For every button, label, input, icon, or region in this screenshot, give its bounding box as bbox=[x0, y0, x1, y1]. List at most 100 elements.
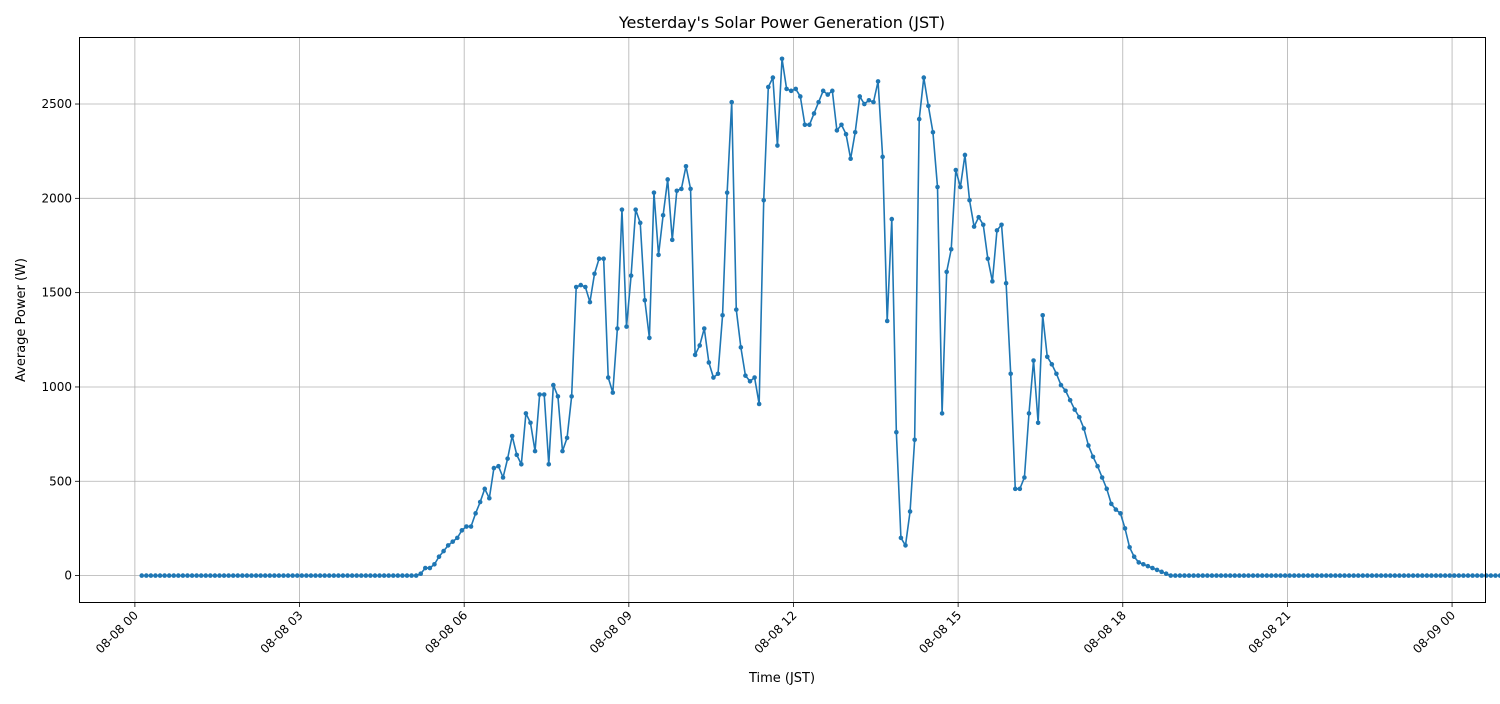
x-tick-label: 08-08 09 bbox=[587, 608, 635, 656]
data-point bbox=[665, 177, 670, 182]
data-point bbox=[395, 573, 401, 578]
data-point bbox=[198, 573, 204, 578]
data-point bbox=[1406, 573, 1411, 578]
data-point bbox=[807, 122, 812, 128]
data-point bbox=[1173, 573, 1178, 578]
data-point bbox=[912, 437, 917, 443]
data-point bbox=[830, 88, 835, 94]
data-point bbox=[743, 373, 748, 378]
data-point bbox=[935, 184, 940, 190]
data-point bbox=[153, 573, 158, 578]
data-point bbox=[290, 573, 295, 578]
data-point bbox=[692, 352, 698, 358]
data-point bbox=[1195, 573, 1201, 578]
data-point bbox=[1319, 573, 1324, 578]
data-point bbox=[656, 252, 661, 258]
data-point bbox=[1150, 565, 1155, 571]
data-point bbox=[519, 462, 524, 467]
data-point bbox=[944, 269, 949, 275]
data-point bbox=[450, 539, 456, 544]
data-point bbox=[1333, 573, 1338, 578]
data-point bbox=[189, 573, 195, 578]
data-point bbox=[592, 271, 597, 277]
data-point bbox=[221, 573, 227, 578]
data-point bbox=[235, 573, 241, 578]
data-point bbox=[1374, 573, 1379, 578]
data-point bbox=[217, 573, 222, 578]
data-point bbox=[1205, 573, 1210, 578]
data-point bbox=[578, 282, 584, 288]
data-point bbox=[898, 535, 904, 541]
data-point bbox=[1058, 382, 1064, 388]
data-point bbox=[166, 573, 172, 578]
data-point bbox=[468, 524, 474, 529]
data-point bbox=[1470, 573, 1475, 578]
data-point bbox=[1168, 573, 1174, 578]
data-point bbox=[1177, 573, 1183, 578]
data-point bbox=[1419, 573, 1425, 578]
data-point bbox=[144, 573, 149, 578]
data-point bbox=[962, 152, 968, 158]
data-point bbox=[1241, 573, 1247, 578]
data-point bbox=[1067, 397, 1073, 403]
data-point bbox=[496, 463, 501, 469]
data-point bbox=[1442, 573, 1448, 578]
data-point bbox=[1264, 573, 1270, 578]
data-point bbox=[1159, 569, 1164, 575]
data-point bbox=[560, 448, 565, 454]
data-point bbox=[816, 99, 821, 105]
y-axis-label: Average Power (W) bbox=[14, 258, 29, 382]
data-point bbox=[583, 284, 588, 290]
data-point bbox=[551, 382, 556, 388]
data-point bbox=[185, 573, 190, 578]
data-point bbox=[326, 573, 332, 578]
data-point bbox=[1026, 411, 1032, 416]
data-point bbox=[358, 573, 364, 578]
data-point bbox=[948, 246, 954, 252]
data-point bbox=[532, 448, 538, 454]
data-point bbox=[880, 154, 885, 160]
data-point bbox=[1237, 573, 1242, 578]
data-point bbox=[1214, 573, 1219, 578]
data-point bbox=[336, 573, 341, 578]
data-point bbox=[1255, 573, 1260, 578]
data-point bbox=[761, 197, 767, 203]
data-point bbox=[509, 433, 515, 439]
data-point bbox=[400, 573, 405, 578]
data-point bbox=[368, 573, 373, 578]
y-tick-label: 2000 bbox=[41, 191, 72, 205]
data-point bbox=[162, 573, 167, 578]
data-point bbox=[226, 573, 231, 578]
data-point bbox=[176, 573, 181, 578]
data-point bbox=[980, 222, 986, 228]
data-point bbox=[208, 573, 213, 578]
data-point bbox=[1104, 486, 1110, 492]
data-point bbox=[1310, 573, 1315, 578]
data-point bbox=[866, 97, 872, 103]
y-tick-label: 1500 bbox=[41, 286, 72, 300]
data-point bbox=[793, 86, 799, 92]
data-point bbox=[958, 184, 963, 190]
data-point bbox=[258, 573, 263, 578]
data-point bbox=[473, 511, 478, 516]
data-point bbox=[203, 573, 209, 578]
data-point bbox=[281, 573, 286, 578]
data-point bbox=[999, 222, 1004, 228]
data-point bbox=[555, 394, 561, 399]
data-point bbox=[253, 573, 259, 578]
data-point bbox=[404, 573, 410, 578]
data-point bbox=[756, 401, 762, 407]
data-point bbox=[1314, 573, 1320, 578]
data-point bbox=[926, 103, 931, 109]
x-tick-label: 08-08 00 bbox=[93, 608, 141, 656]
data-point bbox=[1113, 507, 1119, 512]
data-point bbox=[596, 256, 602, 262]
data-point bbox=[573, 284, 579, 290]
data-point bbox=[345, 573, 350, 578]
data-point bbox=[1163, 571, 1169, 577]
data-point bbox=[903, 543, 908, 548]
data-point bbox=[784, 86, 789, 92]
data-point bbox=[916, 116, 922, 122]
axes: 08-08 00 08-08 03 08-08 06 08-08 09 08-08 12… bbox=[41, 97, 1458, 656]
